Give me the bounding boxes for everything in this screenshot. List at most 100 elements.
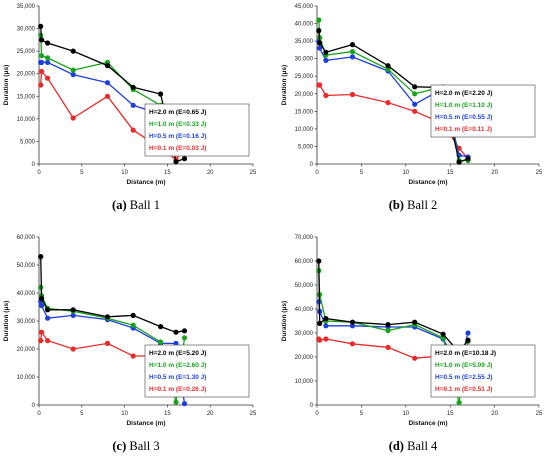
data-point [385, 344, 391, 350]
data-point [45, 59, 51, 65]
y-tick-label: 20,000 [17, 72, 36, 78]
y-tick-label: 10,000 [17, 117, 36, 123]
legend-entry: H=0.5 m (E=1.30 J) [149, 374, 206, 381]
chart-panel-3: 0 10,000 20,000 30,000 40,000 50,000 60,000 0 5 1… [3, 235, 257, 453]
legend-box [430, 84, 536, 138]
y-tick-label: 20,000 [295, 355, 314, 361]
data-point [70, 72, 76, 78]
y-axis-title: Duration (μs) [281, 301, 288, 341]
data-point [104, 80, 111, 86]
data-point [39, 59, 45, 65]
data-point [130, 84, 136, 90]
data-point [323, 92, 329, 99]
data-point [158, 339, 164, 345]
data-point [70, 307, 76, 313]
data-point [173, 329, 179, 335]
panel-caption: (b) Ball 2 [389, 198, 438, 212]
data-point [130, 312, 136, 318]
caption-text: Ball 1 [130, 198, 160, 212]
data-point [349, 341, 356, 347]
y-tick-label: 10,000 [295, 379, 314, 385]
y-tick-label: 35,000 [17, 4, 36, 10]
data-point [104, 340, 111, 346]
data-point [39, 53, 45, 59]
data-point [39, 329, 45, 335]
data-point [70, 312, 76, 318]
y-tick-label: 10,000 [295, 127, 314, 133]
y-tick-label: 40,000 [295, 22, 314, 28]
x-tick-label: 25 [250, 411, 257, 417]
data-point [456, 159, 462, 165]
data-point [70, 67, 76, 73]
y-tick-label: 0 [310, 403, 314, 409]
legend-entry: H=1.0 m (E=5.09 J) [435, 362, 492, 369]
y-tick-label: 30,000 [295, 331, 314, 337]
legend-entry: H=0.5 m (E=0.16 J) [149, 133, 206, 140]
data-point [45, 338, 51, 344]
y-tick-label: 60,000 [17, 235, 36, 241]
data-point [130, 353, 136, 359]
data-point [349, 91, 356, 98]
x-axis-title: Distance (m) [126, 179, 165, 186]
data-point [130, 127, 136, 133]
data-point [39, 37, 45, 43]
y-tick-label: 40,000 [295, 307, 314, 313]
y-tick-label: 15,000 [17, 94, 36, 100]
legend-entry: H=2.0 m (E=5.20 J) [149, 350, 206, 357]
data-point [349, 42, 356, 48]
y-tick-label: 10,000 [17, 375, 36, 381]
data-point [104, 63, 111, 69]
x-tick-label: 20 [491, 411, 498, 417]
data-point [316, 17, 322, 23]
x-tick-label: 25 [250, 170, 257, 176]
data-point [412, 84, 418, 90]
y-axis-title: Duration (μs) [281, 65, 288, 105]
data-point [385, 100, 391, 106]
data-point [158, 91, 164, 97]
y-tick-label: 5,000 [20, 139, 36, 145]
data-point [412, 91, 418, 97]
legend-entry: H=0.1 m (E=0.11 J) [435, 126, 492, 133]
data-point [440, 331, 446, 337]
data-point [38, 23, 44, 29]
caption-tag: (b) [389, 198, 404, 212]
legend-entry: H=1.0 m (E=1.10 J) [435, 102, 492, 109]
legend-entry: H=0.5 m (E=0.55 J) [435, 114, 492, 121]
data-point [70, 346, 76, 352]
x-tick-label: 25 [536, 170, 543, 176]
x-tick-label: 0 [37, 170, 41, 176]
x-tick-label: 5 [80, 170, 84, 176]
y-axis-title: Duration (μs) [3, 65, 10, 105]
data-point [317, 337, 323, 343]
data-point [412, 355, 418, 361]
y-tick-label: 30,000 [295, 57, 314, 63]
data-point [173, 159, 179, 165]
x-tick-label: 20 [207, 170, 214, 176]
data-point [385, 322, 391, 328]
data-point [323, 49, 329, 55]
data-point [385, 328, 391, 334]
data-point [45, 55, 51, 61]
data-point [323, 316, 329, 322]
x-tick-label: 15 [164, 411, 171, 417]
legend-box [430, 344, 536, 398]
x-tick-label: 10 [402, 170, 409, 176]
y-tick-label: 30,000 [17, 319, 36, 325]
y-axis-title: Duration (μs) [3, 301, 10, 341]
data-point [39, 296, 45, 302]
data-point [316, 258, 322, 264]
data-point [70, 115, 76, 121]
data-point [412, 101, 418, 107]
data-point [181, 335, 188, 341]
caption-tag: (d) [389, 439, 404, 453]
data-point [39, 303, 45, 309]
data-point [38, 82, 44, 88]
data-point [38, 338, 44, 344]
caption-text: Ball 3 [129, 439, 159, 453]
legend-entry: H=1.0 m (E=0.33 J) [149, 121, 206, 128]
chart-panel-1: 0 5,000 10,000 15,000 20,000 25,000 30,000 35,0… [3, 4, 257, 212]
y-tick-label: 5,000 [298, 144, 314, 150]
legend-entry: H=2.0 m (E=0.65 J) [149, 109, 206, 116]
legend-entry: H=2.0 m (E=10.18 J) [435, 350, 496, 357]
legend-entry: H=2.0 m (E=2.20 J) [435, 90, 492, 97]
